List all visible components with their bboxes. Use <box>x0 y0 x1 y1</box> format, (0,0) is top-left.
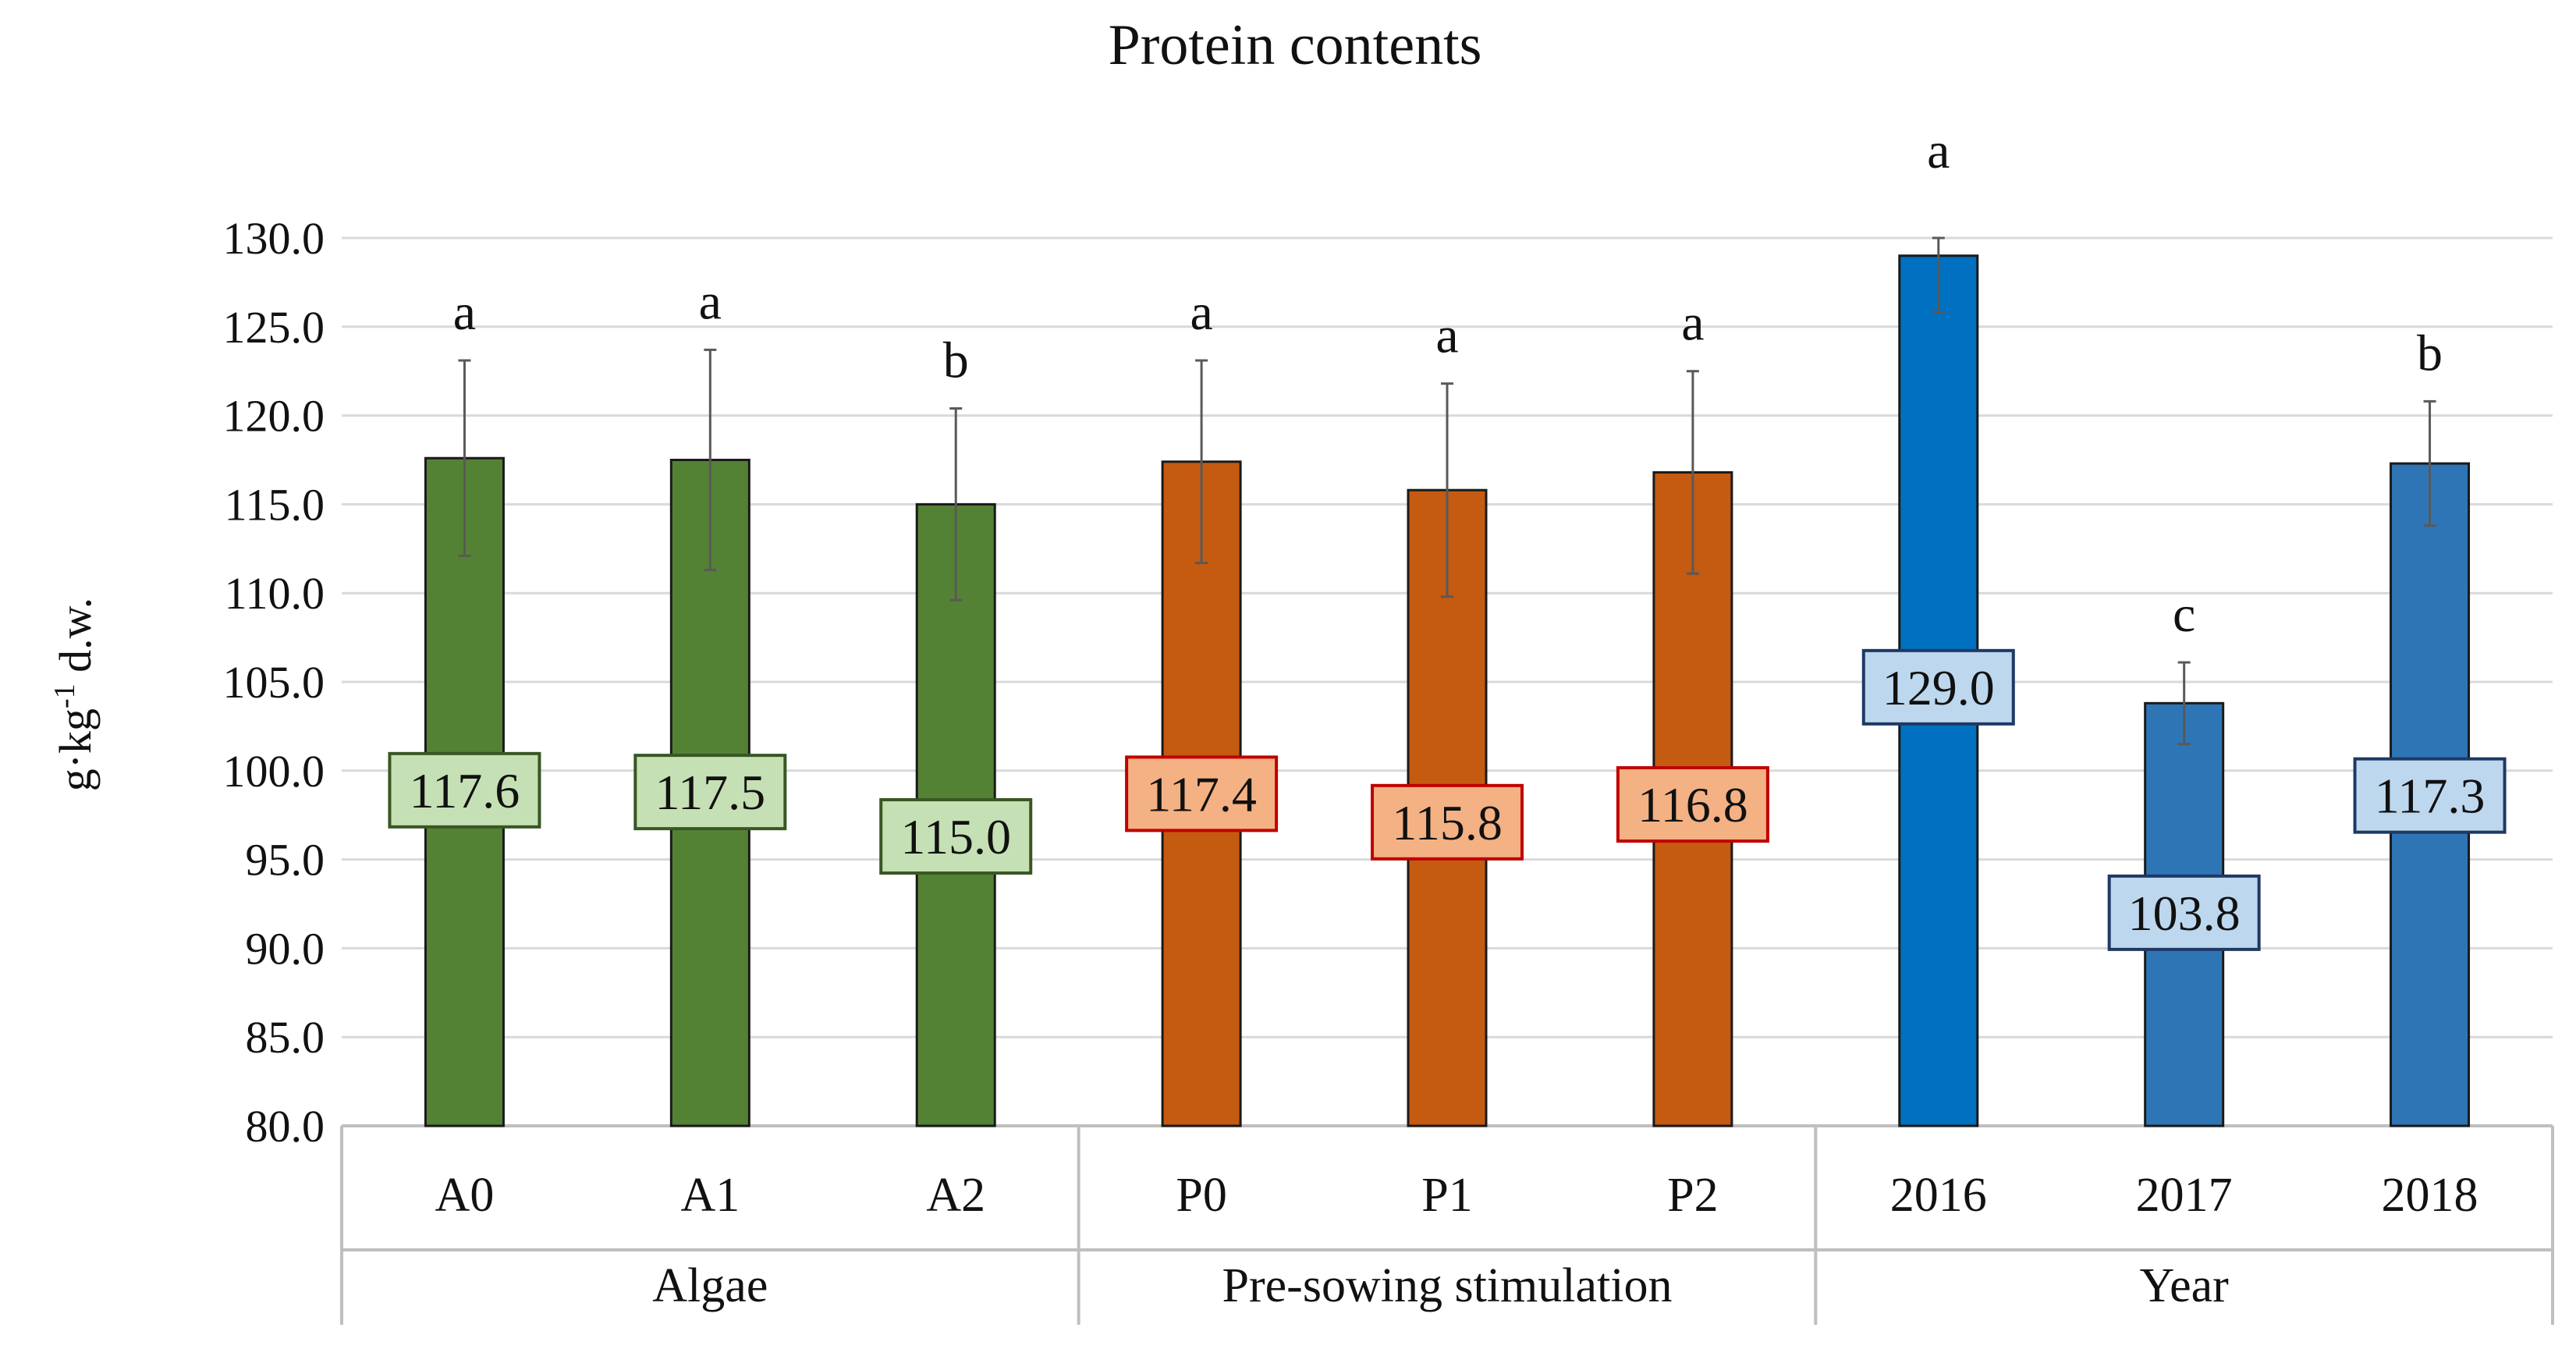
significance-letter: b <box>2417 325 2443 382</box>
significance-letter: a <box>1681 295 1704 352</box>
data-label-box <box>1616 766 1769 843</box>
x-tick-label: P1 <box>1421 1169 1472 1222</box>
data-label: 115.0 <box>900 809 1011 864</box>
y-tick-label: 110.0 <box>225 568 325 619</box>
y-tick-label: 105.0 <box>223 657 325 708</box>
data-label: 117.4 <box>1146 766 1257 822</box>
y-tick-label: 130.0 <box>223 213 325 264</box>
data-label-box <box>1125 755 1279 832</box>
data-label: 115.8 <box>1392 795 1503 850</box>
data-label-box <box>388 751 541 829</box>
data-label-box <box>879 798 1033 875</box>
data-label: 129.0 <box>1882 660 1995 715</box>
y-tick-label: 95.0 <box>246 835 325 886</box>
data-label: 103.8 <box>2128 886 2241 941</box>
axes: 80.0 85.0 90.0 95.0 100.0 105.0 110.0 115.0 120.… <box>223 213 2554 1325</box>
data-label: 116.8 <box>1637 777 1748 832</box>
significance-letter: a <box>1927 122 1950 179</box>
data-label-box <box>2107 874 2261 951</box>
x-tick-label: 2016 <box>1890 1169 1987 1222</box>
y-tick-label: 120.0 <box>223 391 325 442</box>
data-label-box <box>1861 648 2015 726</box>
data-label: 117.3 <box>2375 769 2486 824</box>
x-tick-label: P0 <box>1176 1169 1226 1222</box>
data-label-box <box>2353 757 2507 834</box>
y-tick-label: 100.0 <box>223 746 325 797</box>
significance-letter: a <box>1435 307 1458 364</box>
data-label: 117.5 <box>655 765 766 820</box>
data-label-box <box>633 754 787 831</box>
x-tick-label: 2018 <box>2382 1169 2478 1222</box>
significance-letter: b <box>943 332 969 389</box>
group-label: Year <box>2140 1259 2230 1312</box>
significance-letter: a <box>453 284 476 341</box>
y-axis-label: g·kg-1 d.w. <box>48 598 101 792</box>
y-tick-label: 80.0 <box>246 1101 325 1152</box>
group-label: Pre-sowing stimulation <box>1222 1259 1673 1312</box>
significance-letter: a <box>699 273 722 330</box>
data-label-box <box>1371 783 1524 861</box>
data-labels: a 117.6 a 117.5 b 115.0 a 117.4 a 115.8 a 116.8 a 129… <box>388 122 2507 951</box>
chart-title: Protein contents <box>1109 13 1482 77</box>
y-tick-label: 90.0 <box>246 923 325 974</box>
y-tick-label: 85.0 <box>246 1012 325 1063</box>
data-label: 117.6 <box>410 763 520 818</box>
x-tick-label: 2017 <box>2136 1169 2233 1222</box>
x-tick-label: A2 <box>926 1169 985 1222</box>
x-tick-label: A0 <box>435 1169 495 1222</box>
significance-letter: c <box>2173 586 2195 643</box>
x-tick-label: P2 <box>1667 1169 1718 1222</box>
significance-letter: a <box>1190 284 1212 341</box>
y-tick-label: 115.0 <box>225 479 325 530</box>
group-label: Algae <box>652 1259 768 1312</box>
y-tick-label: 125.0 <box>223 302 325 353</box>
x-tick-label: A1 <box>680 1169 740 1222</box>
